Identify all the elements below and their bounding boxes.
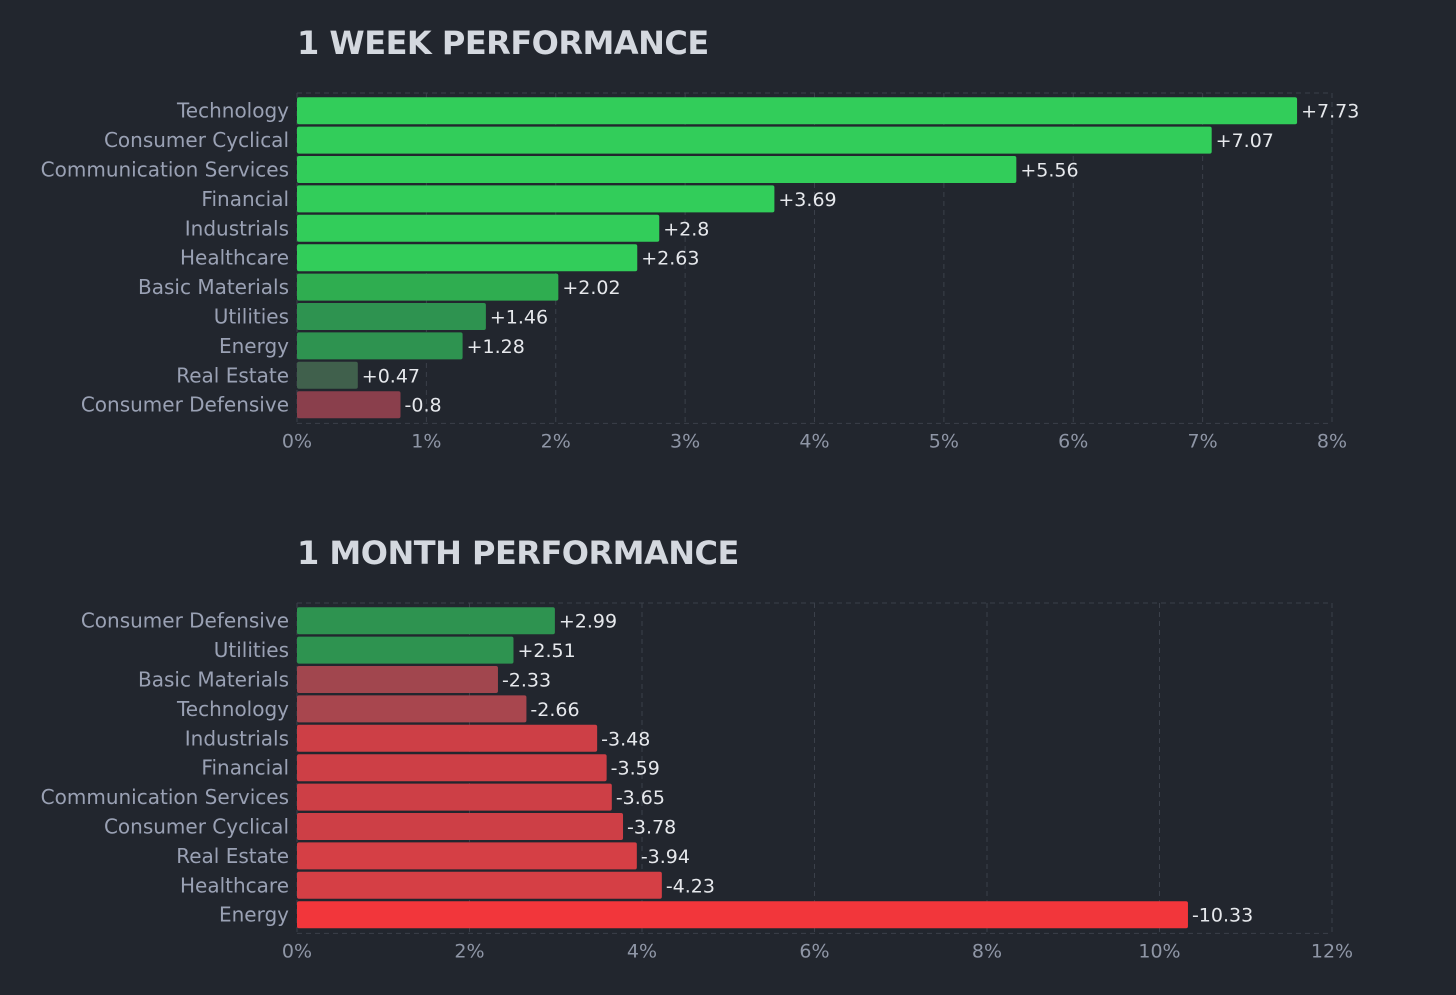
category-label: Real Estate — [176, 844, 289, 868]
category-label: Technology — [176, 99, 289, 123]
data-label: +1.46 — [490, 307, 548, 329]
bar — [297, 391, 401, 419]
month-performance-chart: 1 MONTH PERFORMANCE 0% 2% 4% 6% 8% 10% 12% Cons… — [0, 510, 1456, 990]
data-label: -4.23 — [666, 875, 715, 897]
data-label: +2.99 — [559, 611, 617, 633]
category-label: Financial — [201, 187, 289, 211]
x-tick-label: 2% — [541, 430, 571, 452]
x-tick-label: 0% — [282, 940, 312, 962]
bar — [297, 244, 638, 272]
x-tick-label: 0% — [282, 430, 312, 452]
data-label: +5.56 — [1020, 160, 1078, 182]
data-label: +2.51 — [517, 640, 575, 662]
chart-title: 1 WEEK PERFORMANCE — [297, 24, 709, 62]
bar — [297, 332, 463, 360]
category-label: Industrials — [185, 726, 289, 750]
bar — [297, 361, 358, 389]
data-label: -3.59 — [611, 758, 660, 780]
x-tick-label: 1% — [411, 430, 441, 452]
data-label: +2.02 — [562, 277, 620, 299]
x-tick-label: 8% — [972, 940, 1002, 962]
x-tick-label: 4% — [627, 940, 657, 962]
week-bar-plot: 0% 1% 2% 3% 4% 5% 6% 7% 8% Technology +7.73 Consume… — [41, 92, 1359, 452]
bar — [297, 156, 1017, 183]
bar — [297, 126, 1212, 154]
x-tick-label: 3% — [670, 430, 700, 452]
month-bar-plot: 0% 2% 4% 6% 8% 10% 12% Consumer Defensive +2.99 U… — [41, 602, 1353, 962]
bar — [297, 303, 486, 330]
bar — [297, 813, 624, 840]
x-tick-label: 6% — [799, 940, 829, 962]
bar — [297, 871, 662, 899]
category-label: Communication Services — [41, 158, 289, 182]
data-label: +7.07 — [1216, 130, 1274, 152]
x-tick-label: 7% — [1188, 430, 1218, 452]
bar — [297, 695, 527, 723]
bar — [297, 214, 660, 242]
data-label: -3.94 — [641, 846, 690, 868]
category-label: Utilities — [214, 305, 289, 329]
category-label: Basic Materials — [138, 668, 289, 692]
bar — [297, 273, 559, 301]
bar — [297, 97, 1298, 125]
category-label: Real Estate — [176, 363, 289, 387]
x-tick-label: 4% — [799, 430, 829, 452]
x-tick-label: 12% — [1311, 940, 1353, 962]
category-label: Financial — [201, 756, 289, 780]
category-label: Consumer Cyclical — [104, 128, 289, 152]
bar — [297, 842, 637, 870]
data-label: -3.78 — [627, 817, 676, 839]
category-label: Consumer Defensive — [81, 609, 289, 633]
bar — [297, 607, 555, 635]
category-label: Healthcare — [180, 873, 289, 897]
chart-title: 1 MONTH PERFORMANCE — [297, 534, 739, 572]
x-tick-label: 8% — [1317, 430, 1347, 452]
x-tick-label: 6% — [1058, 430, 1088, 452]
category-label: Consumer Cyclical — [104, 815, 289, 839]
data-label: +0.47 — [362, 365, 420, 387]
data-label: -3.65 — [616, 787, 665, 809]
category-label: Industrials — [185, 216, 289, 240]
data-label: +1.28 — [467, 336, 525, 358]
category-label: Healthcare — [180, 246, 289, 270]
category-label: Technology — [176, 697, 289, 721]
data-label: -2.66 — [530, 699, 579, 721]
bar — [297, 636, 514, 664]
data-label: -10.33 — [1192, 905, 1253, 927]
category-label: Energy — [219, 903, 289, 927]
category-label: Utilities — [214, 638, 289, 662]
bar — [297, 666, 498, 693]
bar — [297, 901, 1188, 929]
category-label: Energy — [219, 334, 289, 358]
category-label: Consumer Defensive — [81, 393, 289, 417]
data-label: -2.33 — [502, 670, 551, 692]
data-label: -3.48 — [601, 728, 650, 750]
data-label: -0.8 — [405, 395, 442, 417]
bar — [297, 783, 612, 811]
category-label: Basic Materials — [138, 275, 289, 299]
data-label: +2.8 — [663, 218, 709, 240]
x-tick-label: 5% — [929, 430, 959, 452]
bar — [297, 724, 598, 752]
week-performance-chart: 1 WEEK PERFORMANCE 0% 1% 2% 3% 4% 5% 6% 7% 8% Tec… — [0, 0, 1456, 470]
data-label: +7.73 — [1301, 101, 1359, 123]
x-tick-label: 2% — [454, 940, 484, 962]
bar — [297, 754, 607, 782]
data-label: +2.63 — [641, 248, 699, 270]
category-label: Communication Services — [41, 785, 289, 809]
x-tick-label: 10% — [1138, 940, 1180, 962]
data-label: +3.69 — [778, 189, 836, 211]
bar — [297, 185, 775, 213]
